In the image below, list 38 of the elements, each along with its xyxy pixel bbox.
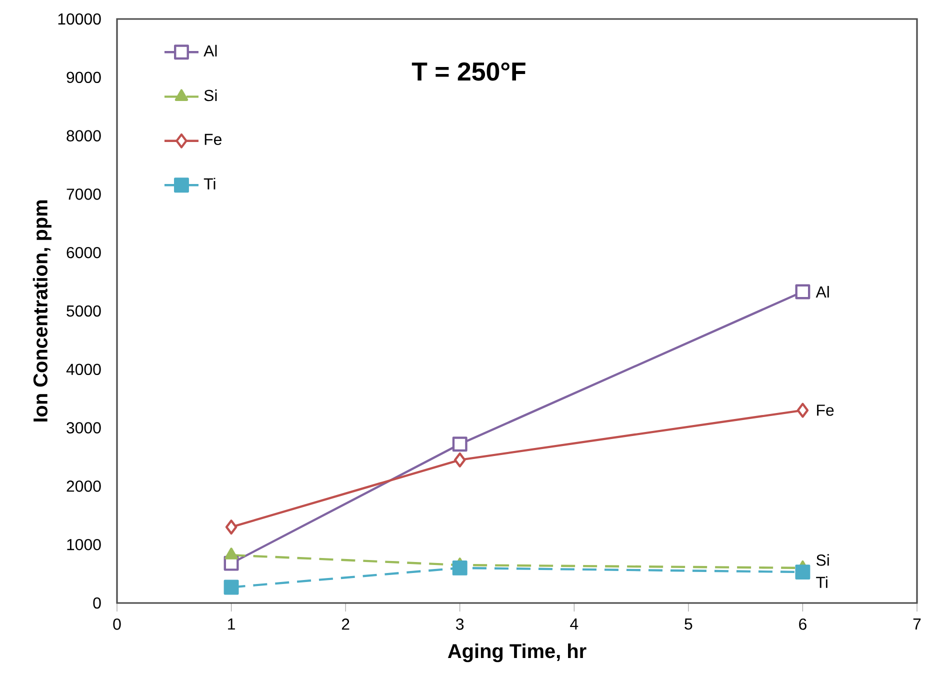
x-tick-label: 2 [342, 618, 350, 630]
legend-label: Ti [204, 178, 216, 190]
x-tick-label: 5 [684, 618, 692, 630]
point [452, 436, 468, 452]
legend-label: Fe [204, 134, 222, 146]
point [795, 284, 810, 300]
x-axis-title: Aging Time, hr [448, 644, 586, 662]
y-tick-label: 8000 [66, 130, 101, 142]
point [225, 520, 238, 535]
y-tick-label: 2000 [66, 480, 101, 492]
point [452, 560, 468, 576]
y-tick-label: 4000 [66, 364, 101, 376]
x-tick-label: 6 [799, 618, 806, 630]
point [224, 580, 239, 595]
y-tick-label: 3000 [66, 422, 101, 434]
legend-label: Al [204, 44, 217, 56]
y-tick-label: 1000 [67, 538, 101, 550]
x-tick-label: 1 [228, 618, 235, 630]
x-tick-label: 4 [570, 618, 578, 630]
y-tick-label: 9000 [66, 72, 101, 84]
y-tick-label: 5000 [66, 305, 101, 317]
y-axis-title: Ion Concentration, ppm [32, 200, 52, 422]
x-tick-label: 7 [913, 618, 921, 630]
y-tick-label: 10000 [58, 13, 101, 25]
point [454, 452, 466, 468]
point [795, 564, 810, 580]
text: Al [816, 286, 829, 298]
x-tick-label: 0 [113, 618, 121, 630]
y-tick-label: 7000 [66, 188, 101, 200]
text: Ti [816, 576, 828, 588]
y-tick-label: 0 [93, 597, 101, 609]
point [796, 402, 809, 418]
annotation: T = 250°F [412, 62, 526, 81]
text: Si [816, 554, 829, 566]
x-tick-label: 3 [456, 618, 464, 630]
text: Fe [817, 404, 834, 416]
legend-label: Si [204, 89, 217, 102]
y-tick-label: 6000 [66, 246, 101, 258]
